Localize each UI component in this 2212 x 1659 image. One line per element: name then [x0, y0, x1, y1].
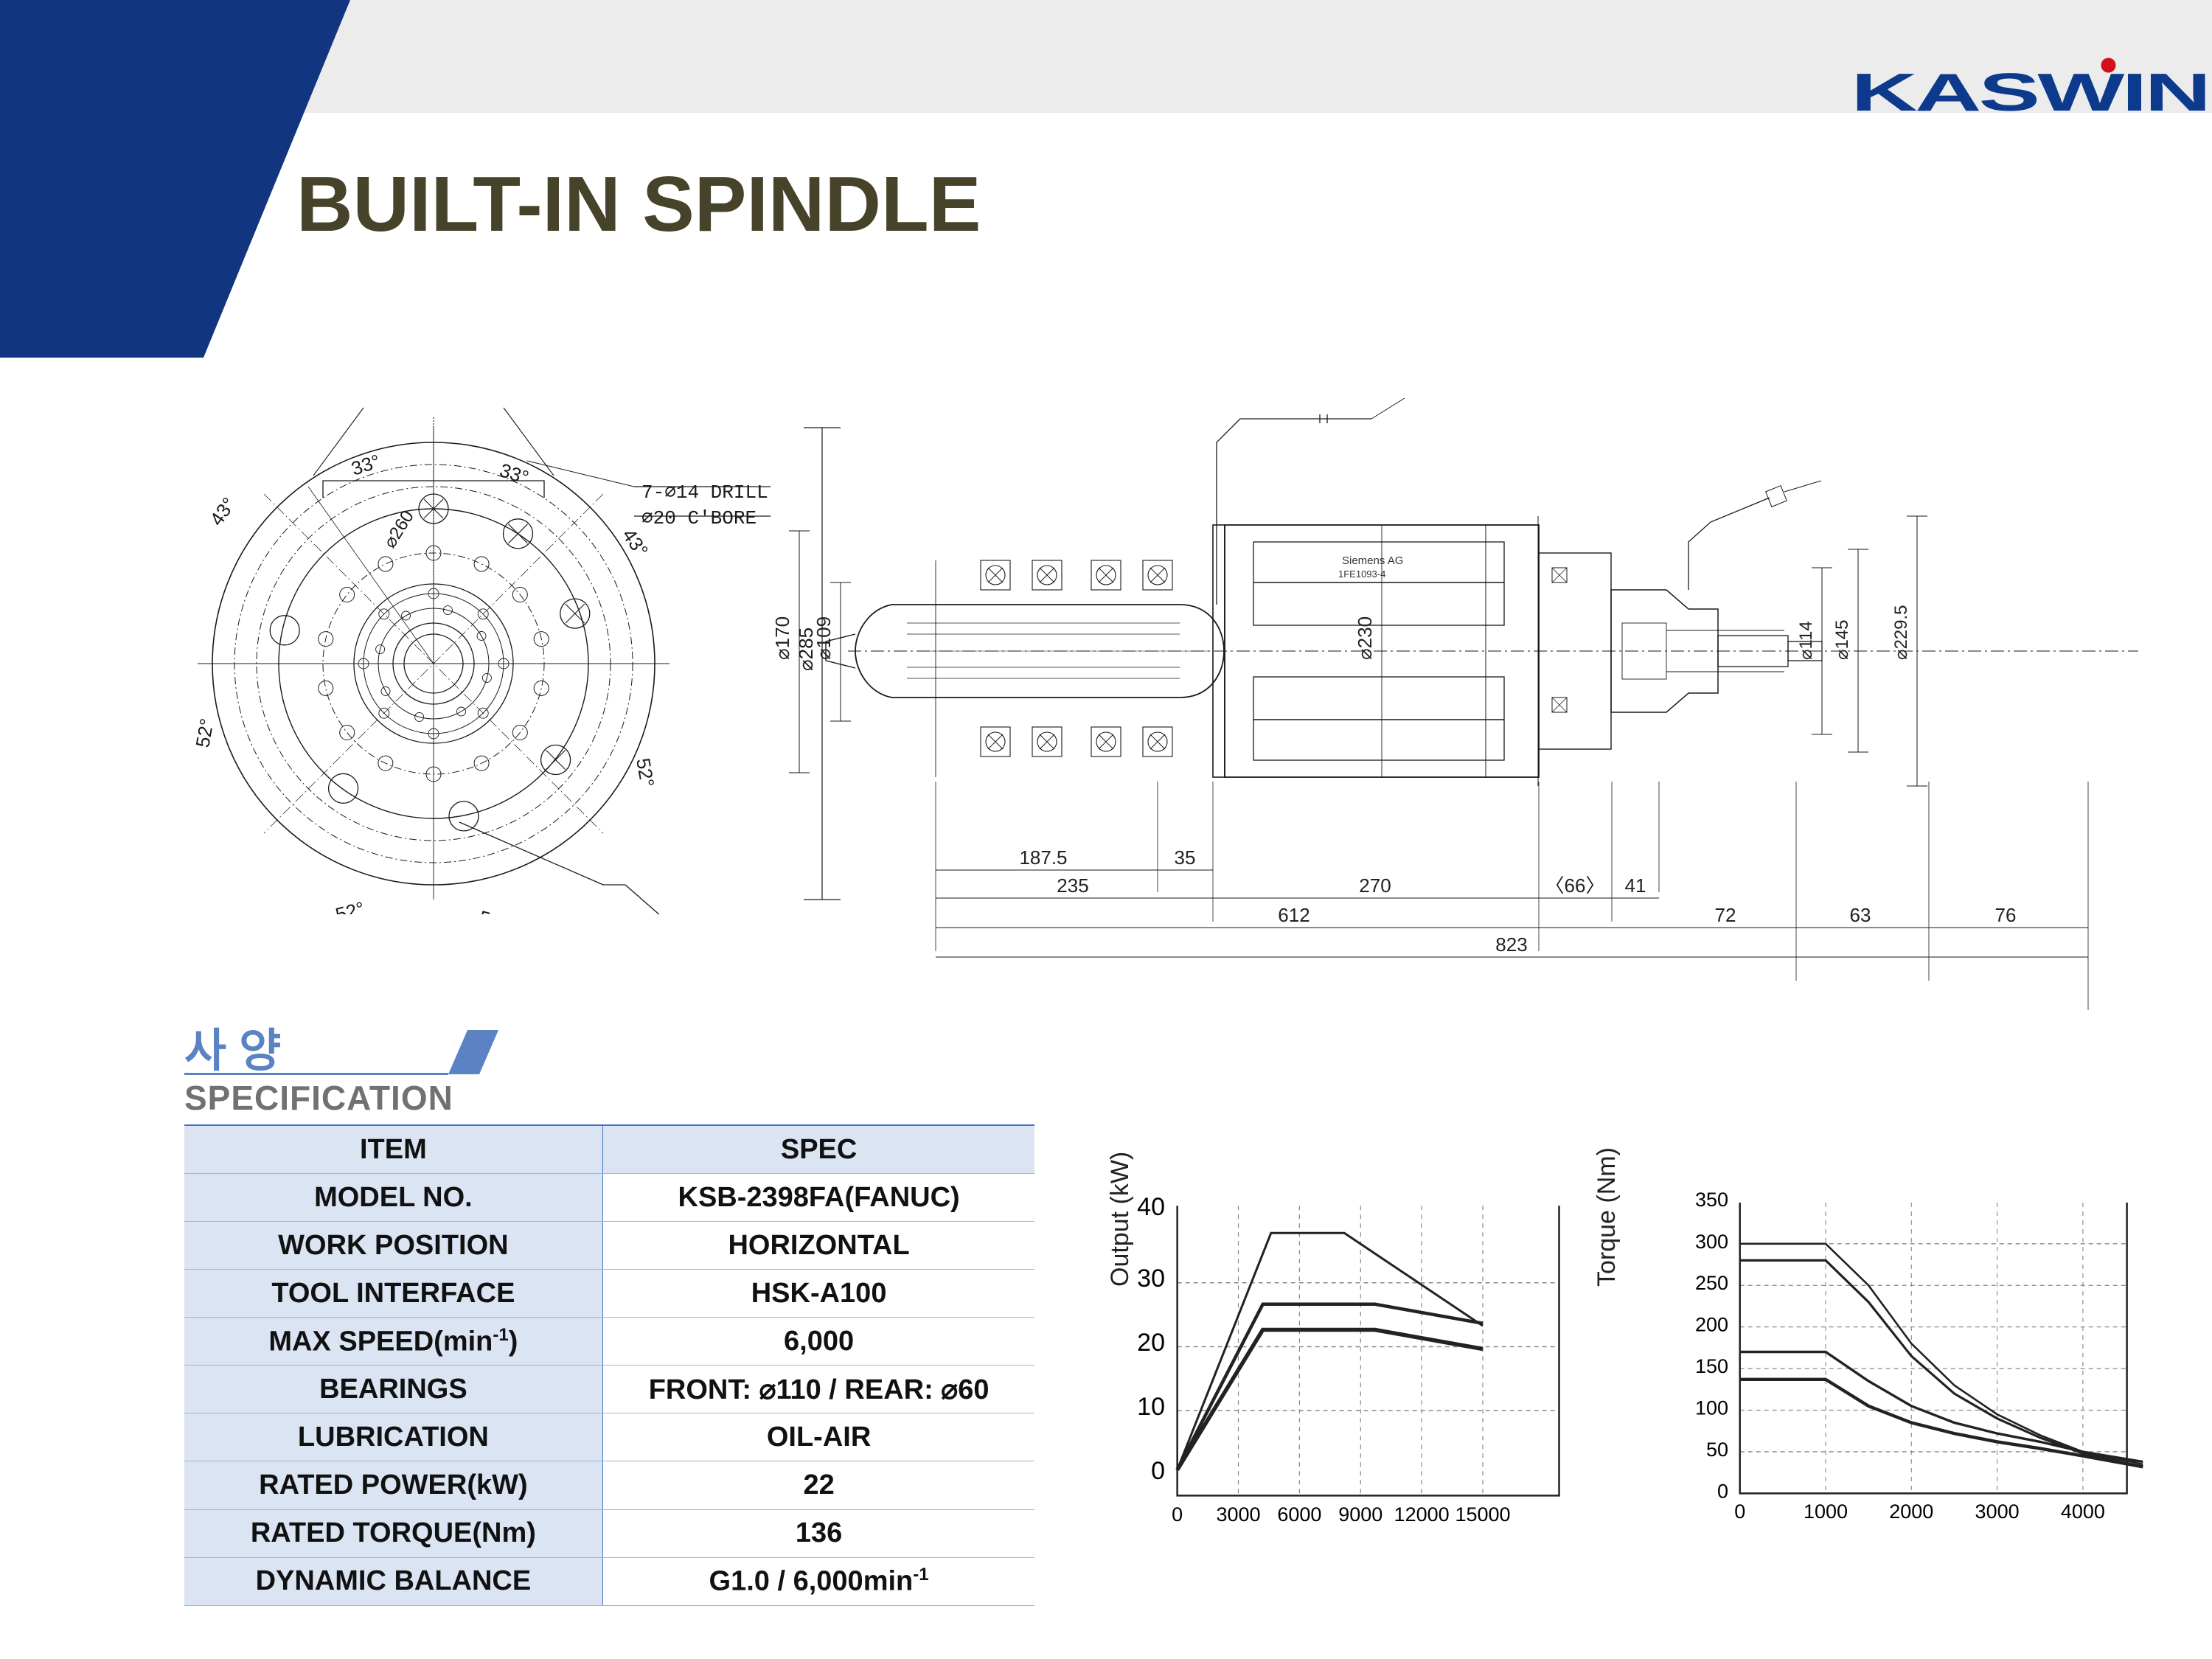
svg-text:200: 200	[1695, 1313, 1728, 1335]
svg-text:3000: 3000	[1216, 1503, 1260, 1526]
svg-text:50: 50	[1706, 1439, 1728, 1461]
svg-text:⌀145: ⌀145	[1832, 620, 1852, 661]
svg-text:76: 76	[1995, 904, 2017, 926]
svg-text:187.5: 187.5	[1019, 846, 1067, 869]
svg-text:20: 20	[1137, 1329, 1165, 1357]
svg-text:150: 150	[1695, 1355, 1728, 1377]
svg-text:1FE1093-4: 1FE1093-4	[1338, 568, 1385, 580]
svg-text:⌀230: ⌀230	[1354, 616, 1376, 660]
svg-text:43°: 43°	[205, 493, 240, 529]
svg-text:300: 300	[1695, 1230, 1728, 1252]
svg-text:Siemens AG: Siemens AG	[1342, 554, 1403, 567]
svg-text:⌀260: ⌀260	[380, 507, 418, 552]
svg-text:12000: 12000	[1394, 1503, 1450, 1526]
svg-text:〈66〉: 〈66〉	[1545, 874, 1605, 897]
svg-text:10: 10	[1137, 1393, 1165, 1421]
svg-text:235: 235	[1057, 874, 1088, 897]
svg-text:52°: 52°	[333, 897, 367, 914]
svg-text:72: 72	[1715, 904, 1736, 926]
svg-text:52°: 52°	[191, 717, 218, 749]
svg-text:40: 40	[1137, 1193, 1165, 1221]
svg-text:⌀20 C'BORE: ⌀20 C'BORE	[641, 507, 757, 529]
svg-text:2000: 2000	[1889, 1500, 1933, 1523]
svg-text:6000: 6000	[1277, 1503, 1321, 1526]
svg-text:100: 100	[1695, 1397, 1728, 1419]
svg-text:⌀170: ⌀170	[774, 616, 793, 660]
svg-text:52°: 52°	[476, 906, 510, 914]
svg-text:⌀229.5: ⌀229.5	[1891, 605, 1911, 660]
svg-text:0: 0	[1172, 1503, 1183, 1526]
svg-text:43°: 43°	[618, 524, 653, 560]
svg-text:52°: 52°	[632, 757, 658, 789]
svg-text:35: 35	[1175, 846, 1196, 869]
svg-text:33°: 33°	[349, 450, 383, 480]
svg-text:⌀109: ⌀109	[813, 616, 835, 660]
svg-text:15000: 15000	[1455, 1503, 1510, 1526]
svg-text:270: 270	[1359, 874, 1391, 897]
svg-text:63: 63	[1850, 904, 1871, 926]
svg-text:0: 0	[1151, 1457, 1165, 1485]
svg-text:1000: 1000	[1804, 1500, 1848, 1523]
svg-text:0: 0	[1717, 1480, 1728, 1502]
svg-text:7-⌀14 DRILL: 7-⌀14 DRILL	[641, 481, 768, 504]
svg-text:4000: 4000	[2061, 1500, 2105, 1523]
svg-text:9000: 9000	[1338, 1503, 1382, 1526]
svg-text:30: 30	[1137, 1265, 1165, 1293]
svg-text:350: 350	[1695, 1189, 1728, 1211]
svg-text:3000: 3000	[1975, 1500, 2020, 1523]
svg-text:⌀114: ⌀114	[1796, 621, 1816, 660]
svg-text:41: 41	[1625, 874, 1646, 897]
svg-text:823: 823	[1495, 933, 1527, 956]
svg-text:250: 250	[1695, 1272, 1728, 1294]
svg-text:612: 612	[1278, 904, 1310, 926]
svg-text:0: 0	[1734, 1500, 1745, 1523]
